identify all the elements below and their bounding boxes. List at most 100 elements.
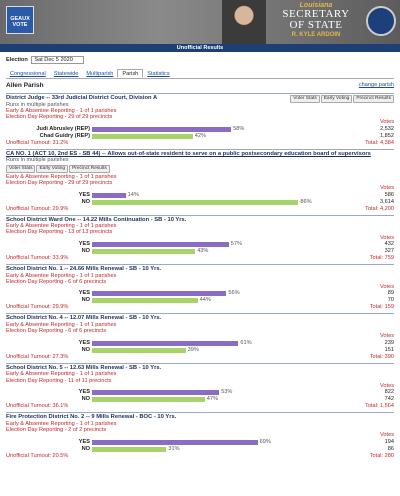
choice-row: Judi Abrusley (REP) 58% 2,532 [6,126,394,133]
choice-votes: 194 [384,438,394,445]
button[interactable]: Early Voting [36,164,69,173]
race-title: School District No. 1 -- 24.66 Mills Ren… [6,266,162,273]
vote-bar [92,192,126,198]
votes-header: Votes [380,432,394,439]
change-parish[interactable]: change parish [358,82,394,88]
tab[interactable]: Parish [117,69,144,78]
total: Total: 4,200 [365,205,394,212]
election-day-reporting: Election Day Reporting - 29 of 29 precin… [6,180,113,187]
race: CA NO. 1 (ACT 10, 2nd ES - SB 44) -- All… [6,148,394,213]
vote-bar [92,199,299,205]
election-label: Election [6,57,28,63]
race-note: Runs in multiple parishes [6,101,69,108]
vote-bar [92,340,239,346]
early-reporting: Early & Absentee Reporting - 1 of 1 pari… [6,108,117,114]
vote-bar [92,133,193,139]
choice-row: NO 39% 151 [6,347,394,354]
button[interactable]: Precinct Results [69,164,110,173]
tab[interactable]: Statewide [53,71,79,77]
turnout: Unofficial Turnout: 36.1% [6,403,69,410]
choice-name: NO [81,248,90,255]
office-brand: Louisiana SECRETARY OF STATE R. KYLE ARD… [270,2,362,38]
vote-bar [92,439,258,445]
votes-header: Votes [380,284,394,291]
choice-percent: 43% [197,248,209,255]
choice-row: YES 56% 89 [6,290,394,297]
button-group: Voter Stats Early Voting Precinct Results [6,164,394,173]
choice-votes: 151 [384,346,394,353]
race-title: Fire Protection District No. 2 -- 9 Mill… [6,414,177,421]
vote-bar [92,298,198,304]
election-day-reporting: Election Day Reporting - 11 of 11 precin… [6,377,112,384]
state-name: Louisiana [299,2,333,9]
button[interactable]: Early Voting [320,95,353,103]
election-day-reporting: Election Day Reporting - 13 of 13 precin… [6,229,113,236]
choice-name: YES [78,438,90,445]
seal [366,6,396,36]
race-footer: Unofficial Turnout: 36.1% Total: 1,564 [6,403,394,410]
portrait [222,0,266,44]
turnout: Unofficial Turnout: 33.9% [6,255,69,262]
logo[interactable]: GEAUX VOTE [6,6,34,34]
vote-bar [92,126,232,132]
race: School District No. 1 -- 24.66 Mills Ren… [6,264,394,311]
choice-votes: 70 [387,297,394,304]
choice-votes: 2,532 [380,125,394,132]
vote-bar [92,446,167,452]
race-footer: Unofficial Turnout: 20.5% Total: 280 [6,453,394,460]
banner: Unofficial Results [0,44,400,52]
vote-bar [92,397,205,403]
race: Voter Stats Early Voting Precinct Results D… [6,93,394,147]
choice-name: NO [81,445,90,452]
choice-votes: 432 [384,241,394,248]
turnout: Unofficial Turnout: 31.2% [6,139,69,146]
button-group: Voter Stats Early Voting Precinct Results [289,95,394,103]
tab[interactable]: Multiparish [86,71,114,77]
choice-votes: 89 [387,290,394,297]
votes-header: Votes [380,382,394,389]
tab[interactable]: Congressional [10,71,46,77]
votes-header: Votes [380,185,394,192]
race-footer: Unofficial Turnout: 31.2% Total: 4,384 [6,140,394,147]
choice-votes: 822 [384,389,394,396]
choice-percent: 14% [127,191,139,198]
office-line: SECRETARY [282,8,350,20]
choice-percent: 86% [300,198,312,205]
race-title: School District Ward One -- 14.22 Mills … [6,216,187,223]
election-day-reporting: Election Day Reporting - 6 of 6 precinct… [6,278,107,285]
race-footer: Unofficial Turnout: 29.9% Total: 159 [6,304,394,311]
race: Fire Protection District No. 2 -- 9 Mill… [6,412,394,459]
choice-row: YES 69% 194 [6,439,394,446]
choice-percent: 61% [240,339,252,346]
choice-votes: 327 [384,248,394,255]
early-reporting: Early & Absentee Reporting - 1 of 1 pari… [6,420,117,427]
early-reporting: Early & Absentee Reporting - 1 of 1 pari… [6,322,117,329]
choice-votes: 239 [384,339,394,346]
choice-votes: 1,852 [380,132,394,139]
choice-name: YES [78,290,90,297]
election-day-reporting: Election Day Reporting - 2 of 2 precinct… [6,427,107,434]
choice-name: YES [78,191,90,198]
total: Total: 759 [369,255,394,262]
choice-row: Chad Guidry (REP) 42% 1,852 [6,133,394,140]
election-day-reporting: Election Day Reporting - 29 of 29 precin… [6,114,113,121]
choice-name: YES [78,389,90,396]
turnout: Unofficial Turnout: 29.9% [6,205,69,212]
election-select[interactable]: Sat Dec 5 2020 [31,56,84,64]
early-reporting: Early & Absentee Reporting - 1 of 1 pari… [6,272,117,279]
parish-header: Allen Parish change parish [6,82,394,91]
choice-name: YES [78,241,90,248]
button[interactable]: Voter Stats [6,164,36,173]
total: Total: 390 [369,353,394,360]
tab[interactable]: Statistics [147,71,170,77]
race: School District No. 5 -- 12.63 Mills Ren… [6,362,394,410]
choice-percent: 42% [194,132,206,139]
vote-bar [92,291,227,297]
button[interactable]: Precinct Results [353,95,394,103]
choice-name: NO [81,396,90,403]
turnout: Unofficial Turnout: 27.3% [6,353,69,360]
official-name: R. KYLE ARDOIN [291,32,341,38]
button[interactable]: Voter Stats [290,95,320,103]
turnout: Unofficial Turnout: 29.9% [6,304,69,311]
